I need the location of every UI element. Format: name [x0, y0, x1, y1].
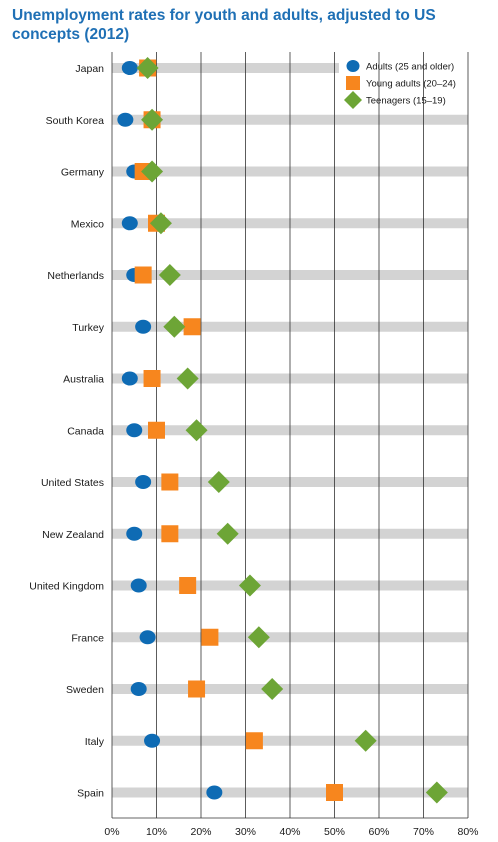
young-adult-point	[143, 370, 161, 387]
legend-item: Young adults (20–24)	[346, 76, 456, 90]
row-bar	[112, 63, 339, 73]
teenager-point	[354, 729, 377, 752]
data-marks	[117, 57, 448, 804]
teenager-point	[141, 160, 164, 183]
x-tick-label: 60%	[368, 826, 389, 838]
teenager-point	[149, 212, 172, 235]
adult-point	[135, 319, 152, 334]
legend-label: Adults (25 and older)	[366, 62, 454, 73]
teenager-point	[141, 108, 164, 131]
x-tick-label: 70%	[413, 826, 434, 838]
legend-item: Teenagers (15–19)	[344, 91, 446, 109]
country-label: Japan	[75, 63, 104, 75]
country-label: Mexico	[71, 218, 104, 230]
country-label: United Kingdom	[29, 581, 104, 593]
teenager-point	[158, 264, 181, 286]
young-adult-point	[134, 266, 152, 284]
adult-point	[144, 733, 161, 748]
young-adult-point	[326, 784, 343, 801]
adult-point	[126, 423, 143, 438]
country-label: Italy	[85, 736, 105, 748]
teenager-point	[176, 367, 199, 390]
country-label: New Zealand	[42, 529, 104, 541]
x-tick-label: 50%	[324, 826, 345, 838]
adult-point	[139, 630, 156, 645]
teenager-point	[136, 57, 159, 79]
legend-label: Young adults (20–24)	[366, 79, 456, 90]
country-label: Spain	[77, 788, 104, 800]
young-adult-point	[183, 318, 201, 336]
adult-point	[135, 475, 152, 489]
young-adult-point	[161, 525, 179, 543]
adult-point	[121, 216, 138, 231]
legend: Adults (25 and older) Young adults (20–24…	[344, 60, 456, 109]
x-axis: 0% 10% 20% 30% 40% 50% 60% 70% 80%	[104, 826, 478, 838]
teenager-point	[207, 471, 230, 493]
country-label: South Korea	[46, 115, 105, 127]
young-adult-point	[245, 732, 263, 750]
legend-swatch	[346, 60, 360, 72]
country-label: Australia	[63, 374, 104, 386]
adult-point	[126, 526, 143, 541]
young-adult-point	[179, 577, 197, 594]
adult-point	[130, 682, 147, 696]
adult-point	[206, 785, 223, 800]
country-label: Canada	[67, 425, 104, 437]
teenager-point	[425, 781, 448, 804]
chart-title: Unemployment rates for youth and adults,…	[12, 7, 436, 43]
teenager-point	[216, 522, 239, 545]
x-tick-label: 0%	[104, 826, 119, 838]
teenager-point	[185, 419, 208, 442]
teenager-point	[247, 626, 270, 649]
country-label: Turkey	[72, 322, 104, 334]
legend-swatch	[346, 76, 360, 90]
x-tick-label: 20%	[190, 826, 211, 838]
adult-point	[121, 371, 138, 386]
x-tick-label: 30%	[235, 826, 256, 838]
legend-swatch	[344, 91, 362, 109]
country-labels: Japan South Korea Germany Mexico Netherlands…	[29, 63, 104, 800]
adult-point	[121, 61, 138, 75]
x-tick-label: 10%	[146, 826, 167, 838]
x-tick-label: 40%	[279, 826, 300, 838]
country-label: Germany	[61, 167, 105, 179]
adult-point	[117, 112, 134, 127]
teenager-point	[163, 315, 186, 338]
country-label: United States	[41, 477, 104, 489]
young-adult-point	[148, 421, 165, 439]
x-tick-label: 80%	[457, 826, 478, 838]
young-adult-point	[188, 680, 206, 698]
teenager-point	[238, 574, 261, 597]
teenager-point	[261, 678, 284, 700]
country-label: Sweden	[66, 684, 104, 696]
young-adult-point	[201, 628, 219, 646]
adult-point	[130, 578, 147, 593]
country-label: Netherlands	[47, 270, 104, 282]
legend-label: Teenagers (15–19)	[366, 96, 446, 107]
young-adult-point	[161, 473, 179, 491]
legend-item: Adults (25 and older)	[346, 60, 454, 73]
country-label: France	[71, 632, 104, 644]
